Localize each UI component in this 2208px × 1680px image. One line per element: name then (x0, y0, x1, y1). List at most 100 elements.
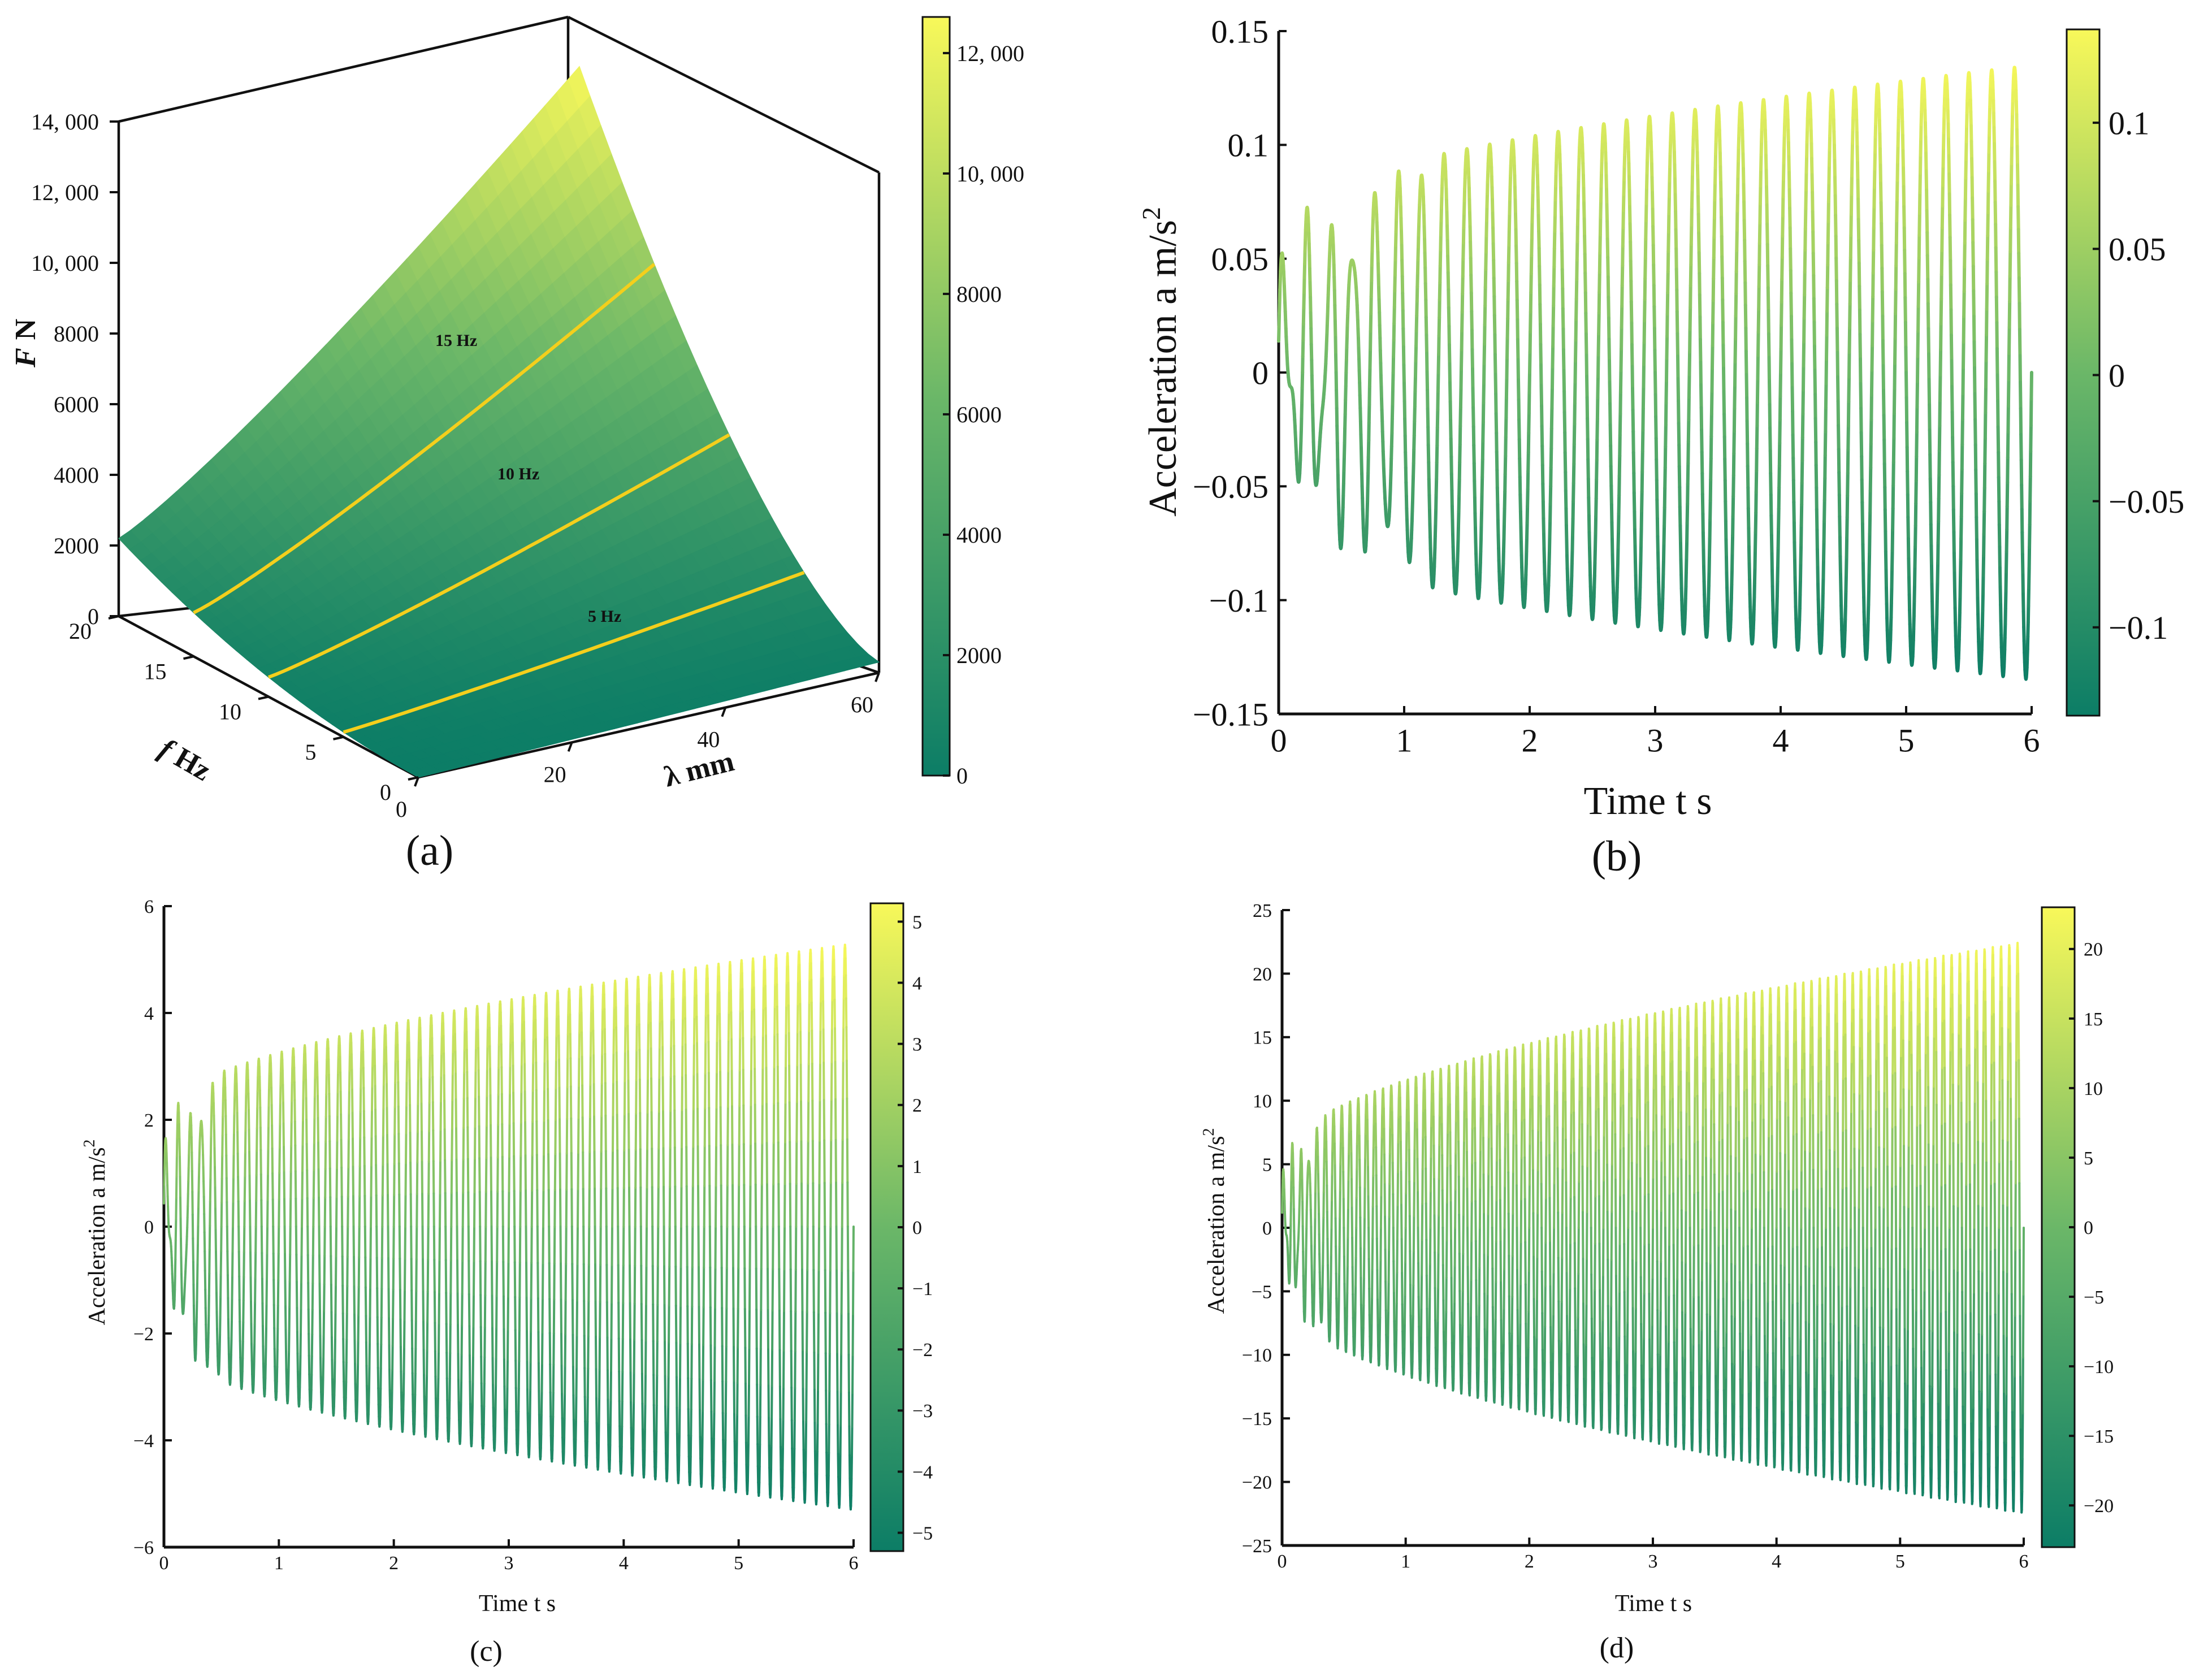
signal-segment (505, 1427, 508, 1443)
signal-segment (296, 1352, 299, 1373)
signal-segment (210, 1103, 213, 1121)
signal-segment (1561, 307, 1565, 331)
signal-segment (1469, 291, 1474, 314)
signal-segment (1860, 478, 1864, 504)
signal-segment (333, 1378, 336, 1397)
signal-segment (310, 1355, 313, 1376)
signal-segment (508, 1155, 510, 1193)
signal-segment (1925, 231, 1929, 257)
signal-segment (439, 1128, 442, 1162)
signal-segment (196, 1261, 199, 1283)
signal-segment (1447, 343, 1452, 366)
signal-segment (1303, 238, 1308, 253)
signal-segment (223, 1077, 227, 1089)
signal-segment (1983, 411, 1988, 440)
signal-segment (1867, 552, 1872, 574)
signal-segment (492, 1424, 495, 1441)
signal-segment (523, 1040, 526, 1066)
signal-segment (380, 1226, 384, 1259)
signal-segment (1640, 449, 1644, 474)
signal-segment (1891, 460, 1895, 488)
signal-segment (270, 1086, 273, 1106)
signal-segment (1873, 135, 1877, 154)
signal-segment (1574, 317, 1578, 342)
z-tick-label: 8000 (54, 321, 99, 347)
signal-segment (1561, 287, 1565, 311)
signal-segment (1858, 284, 1861, 312)
signal-segment (1302, 276, 1306, 295)
signal-segment (1698, 271, 1702, 297)
signal-segment (1597, 290, 1601, 315)
signal-segment (382, 1107, 385, 1137)
signal-segment (1470, 310, 1474, 332)
signal-segment (539, 1447, 542, 1458)
signal-segment (1460, 292, 1465, 314)
signal-segment (253, 1301, 257, 1326)
signal-segment (1609, 484, 1613, 506)
signal-segment (1435, 443, 1439, 465)
signal-segment (279, 1059, 283, 1072)
signal-segment (1972, 289, 1976, 318)
signal-segment (2003, 622, 2007, 640)
signal-segment (493, 1425, 497, 1441)
signal-segment (375, 1194, 378, 1228)
signal-segment (325, 1074, 328, 1096)
signal-segment (304, 1053, 307, 1066)
signal-segment (1861, 562, 1865, 583)
signal-segment (2007, 325, 2011, 356)
signal-segment (1479, 523, 1483, 541)
signal-segment (475, 1029, 478, 1050)
signal-segment (404, 1193, 407, 1228)
signal-segment (393, 1162, 396, 1196)
signal-segment (1549, 427, 1553, 451)
signal-segment (1627, 175, 1631, 193)
x-tick-label: 60 (851, 692, 873, 717)
signal-segment (1661, 572, 1665, 589)
signal-segment (1746, 506, 1751, 530)
signal-segment (1469, 240, 1473, 260)
signal-segment (2027, 545, 2032, 570)
signal-segment (1816, 566, 1820, 586)
signal-segment (1791, 456, 1795, 483)
signal-segment (227, 1353, 231, 1369)
signal-segment (522, 998, 525, 1010)
signal-segment (445, 1292, 448, 1326)
signal-segment (231, 1250, 234, 1277)
signal-segment (1973, 392, 1977, 422)
signal-segment (264, 1363, 267, 1379)
signal-segment (1458, 424, 1462, 447)
signal-segment (324, 1093, 328, 1118)
signal-segment (1527, 391, 1531, 415)
signal-segment (1994, 223, 1998, 250)
signal-segment (1958, 611, 1962, 629)
signal-segment (538, 1432, 541, 1449)
signal-segment (1803, 270, 1807, 297)
signal-segment (1755, 377, 1760, 404)
signal-segment (1958, 577, 1962, 599)
signal-segment (535, 1089, 538, 1123)
signal-segment (400, 1391, 403, 1410)
signal-segment (1857, 261, 1861, 288)
signal-segment (1826, 200, 1830, 223)
signal-segment (416, 1131, 419, 1164)
signal-segment (1919, 110, 1924, 127)
signal-segment (2006, 456, 2010, 484)
signal-segment (1925, 188, 1929, 213)
y-axis-label: fHz (154, 733, 217, 787)
signal-segment (1999, 633, 2003, 650)
signal-segment (485, 1124, 488, 1159)
signal-segment (1300, 370, 1305, 389)
signal-segment (258, 1089, 262, 1109)
signal-segment (2027, 586, 2031, 608)
colorbar-tick-label: 0 (2109, 357, 2125, 394)
signal-segment (1974, 492, 1978, 519)
signal-segment (334, 1311, 337, 1339)
signal-segment (1722, 389, 1726, 416)
signal-segment (1600, 159, 1604, 175)
signal-segment (1851, 115, 1855, 131)
signal-segment (357, 1256, 361, 1288)
signal-segment (483, 1294, 487, 1329)
signal-segment (258, 1076, 261, 1092)
signal-segment (1730, 551, 1734, 571)
signal-segment (500, 1093, 504, 1125)
